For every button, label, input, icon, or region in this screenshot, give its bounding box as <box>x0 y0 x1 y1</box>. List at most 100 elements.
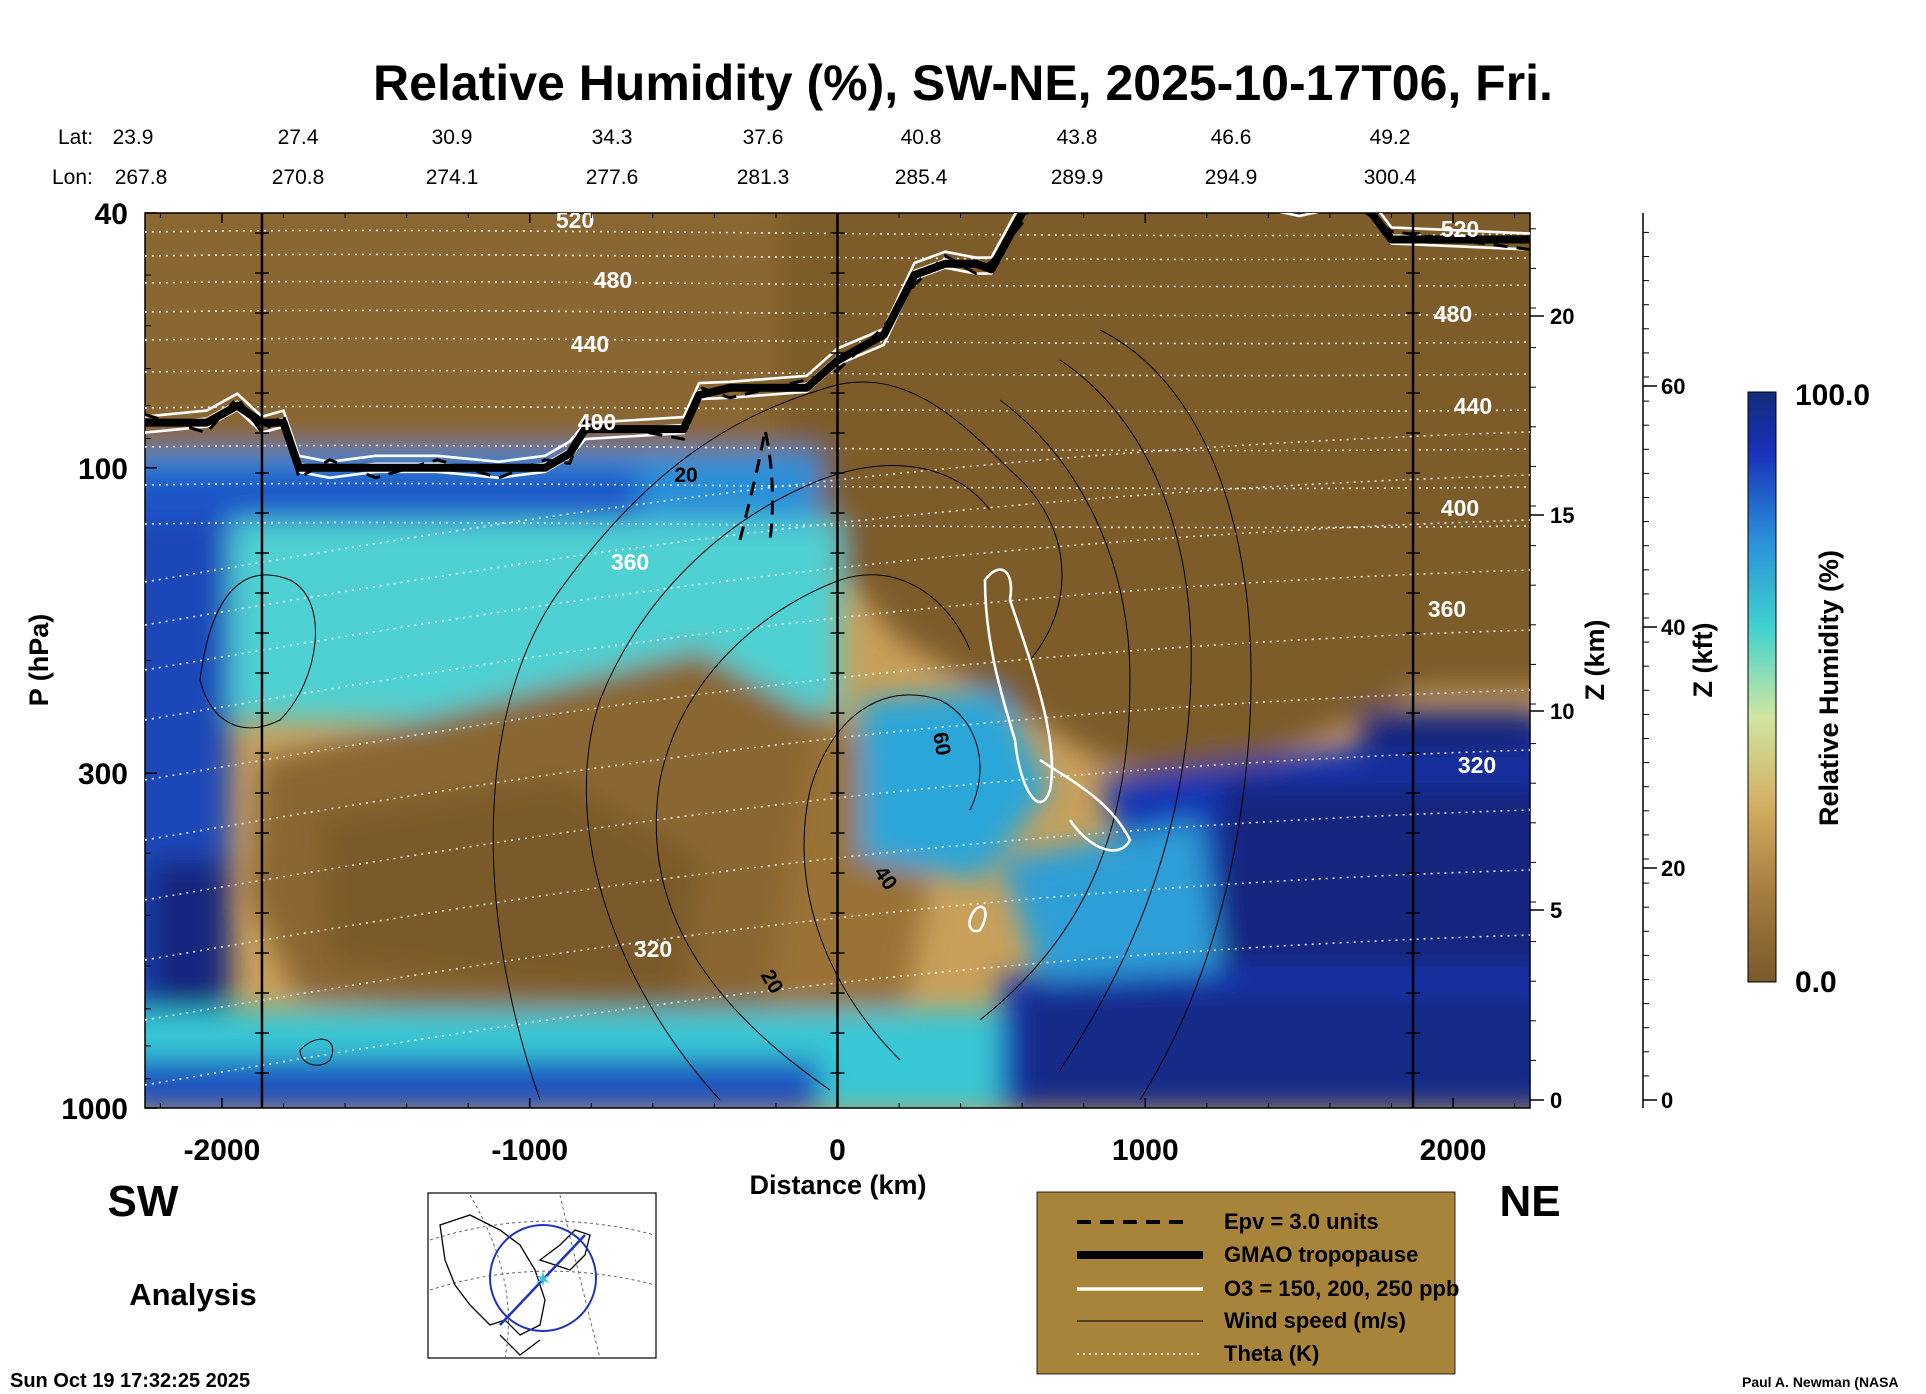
theta-contour <box>145 444 1530 452</box>
lat-value: 46.6 <box>1211 126 1252 149</box>
ozone-contour <box>983 568 1054 804</box>
lat-value: 37.6 <box>743 126 784 149</box>
z-kft-tick-label: 20 <box>1661 856 1685 881</box>
theta-contour <box>145 337 1530 345</box>
theta-label: 440 <box>571 331 609 357</box>
lat-label: Lat: <box>58 126 93 149</box>
legend-wind: Wind speed (m/s) <box>1224 1308 1406 1333</box>
theta-contour <box>145 749 1530 901</box>
wind-contour <box>199 574 316 729</box>
lat-value: 23.9 <box>113 126 154 149</box>
chart-title: Relative Humidity (%), SW-NE, 2025-10-17… <box>373 55 1553 111</box>
z-km-tick-label: 0 <box>1550 1088 1562 1113</box>
theta-label: 520 <box>556 207 594 233</box>
lon-value: 285.4 <box>895 166 948 189</box>
theta-label: 400 <box>1441 495 1479 521</box>
x-tick-label: -1000 <box>491 1134 568 1167</box>
legend: Epv = 3.0 units GMAO tropopause O3 = 150… <box>1036 1191 1459 1375</box>
ozone-contour <box>1039 758 1132 852</box>
theta-contour <box>145 569 1530 721</box>
lat-value: 43.8 <box>1057 126 1098 149</box>
z-kft-label: Z (kft) <box>1688 623 1718 698</box>
wind-contour <box>655 574 971 1091</box>
z-km-tick-label: 20 <box>1550 304 1574 329</box>
theta-label: 440 <box>1454 393 1492 419</box>
lat-lon-header: Lat: Lon: <box>52 126 93 189</box>
theta-contour <box>145 689 1530 841</box>
theta-label: 480 <box>1434 301 1472 327</box>
colorbar-gradient <box>1747 391 1777 983</box>
ozone-contour <box>145 213 1530 464</box>
lon-label: Lon: <box>52 166 93 189</box>
colorbar: 100.0 0.0 Relative Humidity (%) <box>1747 379 1870 999</box>
wind-contour <box>1099 329 1252 1101</box>
theta-label: 520 <box>1441 216 1479 242</box>
theta-label: 320 <box>1458 752 1496 778</box>
y-tick-label: 300 <box>78 758 128 791</box>
direction-ne: NE <box>1499 1177 1560 1226</box>
inset-cross-section-line <box>499 1234 586 1326</box>
theta-contour <box>145 309 1530 317</box>
theta-contour <box>145 809 1530 961</box>
theta-contour <box>145 280 1530 288</box>
lon-value: 267.8 <box>115 166 168 189</box>
lon-value: 300.4 <box>1364 166 1417 189</box>
theta-contour <box>145 519 1530 671</box>
wind-label: 20 <box>674 464 697 487</box>
legend-theta: Theta (K) <box>1224 1341 1319 1366</box>
wind-contour <box>979 399 1131 1021</box>
lat-value: 40.8 <box>901 126 942 149</box>
humidity-field <box>145 213 1530 1108</box>
ozone-contour <box>968 905 987 933</box>
inset-center-star: ✶ <box>534 1268 552 1293</box>
x-tick-label: -2000 <box>184 1134 261 1167</box>
theta-contour <box>145 369 1530 377</box>
wind-contour <box>492 381 1063 1101</box>
theta-label: 320 <box>634 936 672 962</box>
colorbar-label: Relative Humidity (%) <box>1814 550 1844 826</box>
y-tick-label: 100 <box>78 453 128 486</box>
theta-label: 360 <box>1428 596 1466 622</box>
theta-contour <box>145 629 1530 781</box>
theta-contour <box>145 482 1530 490</box>
timestamp: Sun Oct 19 17:32:25 2025 <box>10 1370 250 1392</box>
theta-contour <box>145 869 1530 1021</box>
lon-value: 289.9 <box>1051 166 1104 189</box>
credit: Paul A. Newman (NASA <box>1742 1374 1899 1390</box>
theta-contour <box>145 934 1530 1086</box>
z-km-tick-label: 15 <box>1550 503 1574 528</box>
theta-label: 400 <box>578 409 616 435</box>
x-tick-label: 2000 <box>1420 1134 1487 1167</box>
theta-contour <box>145 521 1530 529</box>
theta-contour <box>145 253 1530 261</box>
lon-value: 294.9 <box>1205 166 1258 189</box>
lon-value: 274.1 <box>426 166 479 189</box>
y-tick-label: 40 <box>95 198 128 231</box>
x-tick-label: 0 <box>829 1134 846 1167</box>
wind-contour <box>585 465 991 1101</box>
x-axis-label: Distance (km) <box>749 1170 926 1200</box>
inset-range-circle <box>489 1224 597 1332</box>
lat-value: 27.4 <box>278 126 319 149</box>
z-kft-tick-label: 0 <box>1661 1088 1673 1113</box>
theta-contour <box>145 405 1530 413</box>
theta-contour <box>145 474 1530 626</box>
mode-label: Analysis <box>129 1277 257 1312</box>
theta-label: 480 <box>594 267 632 293</box>
x-tick-label: 1000 <box>1112 1134 1179 1167</box>
lat-value: 34.3 <box>592 126 633 149</box>
theta-contour <box>145 229 1530 237</box>
colorbar-min: 0.0 <box>1795 966 1837 999</box>
legend-tropopause: GMAO tropopause <box>1224 1242 1418 1267</box>
wind-contour <box>803 694 981 1061</box>
z-km-tick-label: 5 <box>1550 898 1562 923</box>
z-kft-tick-label: 60 <box>1661 374 1685 399</box>
direction-sw: SW <box>108 1177 179 1226</box>
wind-contour <box>1059 359 1192 1071</box>
wind-contour <box>299 1038 334 1066</box>
lon-value: 277.6 <box>586 166 639 189</box>
lat-value: 30.9 <box>432 126 473 149</box>
plot-area <box>145 213 1530 1108</box>
tropopause-line <box>145 213 1530 472</box>
